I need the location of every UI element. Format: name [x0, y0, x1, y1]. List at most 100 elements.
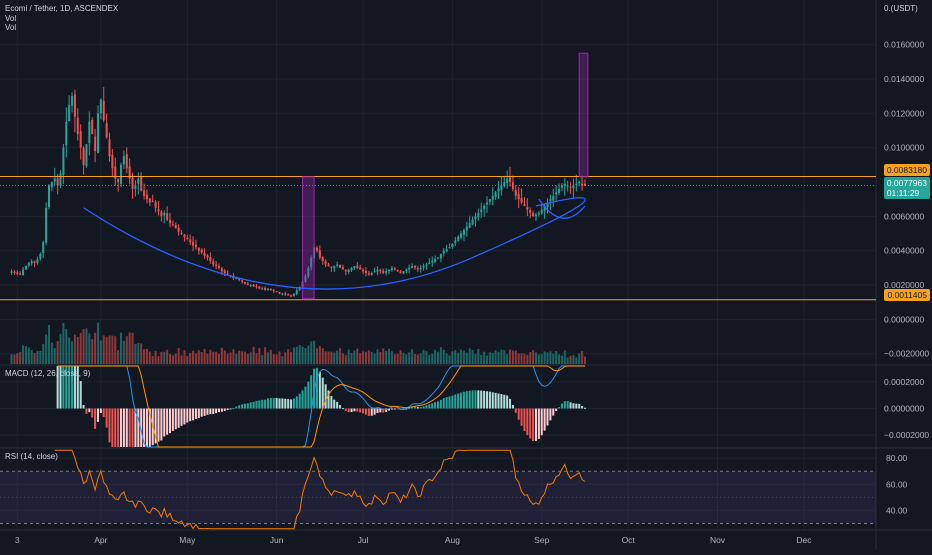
candle-body	[436, 257, 440, 259]
macd-histogram-bar	[356, 408, 359, 412]
volume-bar	[111, 335, 114, 364]
candle-body	[465, 226, 468, 231]
volume-bar	[497, 351, 500, 364]
macd-histogram-bar	[336, 401, 339, 409]
volume-bar	[485, 355, 488, 364]
volume-bar	[526, 354, 529, 364]
volume-bar	[223, 350, 226, 364]
candle-body	[468, 223, 471, 228]
candle-body	[96, 113, 99, 153]
candle-body	[24, 266, 27, 270]
macd-histogram-bar	[226, 408, 229, 411]
range-box-nov	[578, 52, 589, 178]
candle-body	[154, 202, 157, 208]
rsi-title: RSI (14, close)	[5, 452, 58, 461]
time-axis-tick-7: Oct	[622, 535, 636, 545]
macd-histogram-bar	[546, 408, 549, 426]
macd-histogram-bar	[203, 408, 206, 416]
volume-bar	[411, 349, 414, 364]
candle-body	[457, 236, 460, 241]
volume-bar	[517, 353, 520, 364]
volume-bar	[174, 353, 177, 364]
candle-body	[367, 273, 370, 275]
candle-body	[197, 247, 200, 251]
candle-body	[39, 254, 42, 259]
volume-bar	[249, 352, 252, 364]
macd-histogram-bar	[405, 408, 408, 410]
volume-bar	[169, 354, 172, 364]
time-axis-tick-6: Sep	[534, 535, 549, 545]
volume-bar	[275, 354, 278, 364]
macd-title: MACD (12, 26, close, 9)	[5, 369, 91, 378]
volume-bar	[79, 332, 82, 364]
handle-curve	[538, 198, 586, 219]
volume-bar	[465, 352, 468, 364]
volume-bar	[94, 332, 97, 364]
volume-bar	[310, 341, 313, 364]
macd-histogram-bar	[65, 366, 68, 409]
volume-bar	[281, 356, 284, 364]
macd-histogram-bar	[341, 408, 344, 410]
macd-histogram-bar	[212, 408, 215, 414]
candle-body	[333, 266, 336, 269]
candle-body	[537, 212, 540, 215]
candle-body	[497, 188, 500, 192]
candle-body	[192, 241, 195, 246]
candle-body	[22, 269, 25, 276]
candle-body	[42, 242, 45, 254]
volume-bar	[197, 350, 200, 364]
candle-body	[500, 185, 503, 191]
macd-histogram-bar	[125, 408, 128, 447]
macd-histogram-bar	[558, 407, 561, 409]
volume-bar	[13, 354, 16, 364]
candle-body	[174, 224, 177, 229]
volume-bar	[457, 352, 460, 364]
macd-histogram-bar	[494, 392, 497, 409]
volume-bar	[131, 332, 134, 364]
macd-histogram-bar	[223, 408, 226, 411]
candle-body	[408, 267, 411, 270]
macd-histogram-bar	[578, 403, 581, 409]
macd-histogram-bar	[581, 405, 584, 409]
macd-histogram-bar	[457, 393, 460, 409]
time-axis-tick-3: Jun	[270, 535, 284, 545]
candle-body	[460, 233, 463, 238]
candle-body	[534, 214, 537, 217]
macd-histogram-bar	[376, 408, 379, 413]
volume-bar	[206, 353, 209, 364]
volume-bar	[24, 346, 27, 364]
candle-body	[569, 186, 572, 188]
candle-body	[281, 293, 284, 295]
volume-bar	[284, 352, 287, 364]
candle-body	[183, 234, 186, 237]
candle-body	[30, 260, 33, 264]
candle-body	[209, 257, 212, 261]
macd-histogram-bar	[529, 408, 532, 439]
macd-histogram-bar	[318, 371, 321, 409]
macd-histogram-bar	[215, 408, 218, 414]
candle-body	[396, 270, 399, 272]
macd-axis-tick-0: 0.0002000	[884, 377, 924, 387]
volume-bar	[324, 351, 327, 364]
macd-histogram-bar	[209, 408, 212, 415]
candle-body	[82, 147, 85, 165]
macd-histogram-bar	[166, 408, 169, 435]
macd-histogram-bar	[206, 408, 209, 415]
macd-histogram-bar	[76, 366, 79, 409]
candle-body	[324, 260, 327, 265]
volume-bar	[33, 352, 36, 364]
time-axis-tick-0: 3	[15, 535, 20, 545]
currency-label[interactable]: 0.(USDT)	[884, 4, 918, 13]
candle-body	[526, 206, 529, 210]
volume-bar	[356, 348, 359, 364]
candle-body	[353, 266, 356, 268]
candle-body	[393, 268, 396, 270]
rsi-line	[54, 449, 586, 530]
candle-body	[483, 206, 486, 209]
candle-body	[203, 253, 206, 256]
macd-histogram-bar	[235, 406, 238, 409]
volume-bar	[36, 350, 39, 364]
macd-histogram-bar	[295, 396, 298, 409]
volume-bar	[572, 355, 575, 364]
volume-bar	[425, 351, 428, 364]
